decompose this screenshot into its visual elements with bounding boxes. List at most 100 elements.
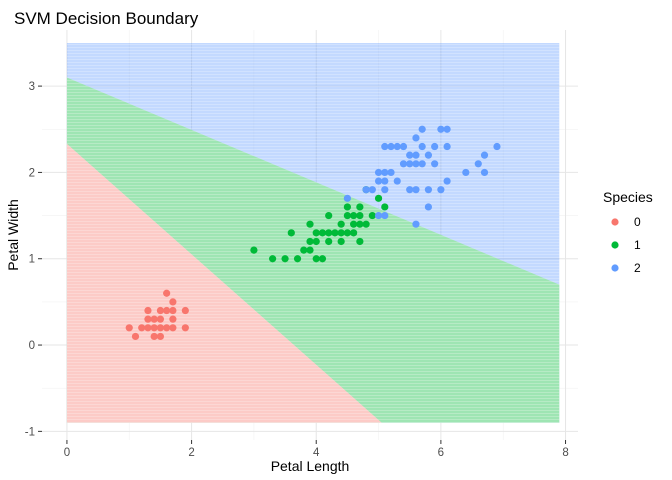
data-point-class-2	[480, 168, 489, 177]
data-point-class-1	[343, 229, 351, 237]
data-point-class-2	[406, 151, 414, 159]
data-point-class-1	[343, 203, 351, 211]
data-point-class-1	[318, 229, 327, 237]
data-point-class-2	[381, 186, 389, 194]
legend-title: Species	[603, 189, 653, 205]
data-point-class-2	[431, 160, 439, 168]
data-point-class-1	[318, 255, 327, 263]
data-point-class-1	[325, 229, 333, 237]
data-point-class-1	[306, 237, 314, 246]
x-axis-ticks: 0 2 4 6 8	[64, 440, 569, 459]
data-point-class-2	[418, 142, 426, 151]
x-tick-label: 0	[64, 447, 70, 459]
y-axis-ticks: -1 0 1 2 3	[25, 81, 42, 438]
data-point-class-2	[387, 168, 395, 177]
data-point-class-1	[281, 255, 289, 263]
data-point-class-2	[412, 220, 420, 228]
x-tick-label: 2	[188, 447, 194, 459]
data-point-class-0	[150, 324, 158, 332]
data-point-class-1	[312, 229, 320, 237]
data-points	[125, 125, 501, 341]
data-point-class-2	[393, 142, 401, 151]
legend-key-1	[611, 241, 619, 249]
region-class-0-base	[66, 143, 382, 423]
data-point-class-2	[399, 160, 408, 168]
data-point-class-0	[156, 332, 165, 341]
data-point-class-1	[350, 220, 358, 228]
data-point-class-2	[406, 160, 414, 168]
data-point-class-2	[418, 125, 426, 133]
chart-title: SVM Decision Boundary	[14, 9, 199, 28]
data-point-class-1	[381, 203, 389, 211]
data-point-class-1	[293, 255, 302, 263]
data-point-class-2	[381, 168, 389, 177]
data-point-class-1	[300, 246, 308, 254]
data-point-class-1	[343, 211, 351, 220]
data-point-class-1	[337, 229, 345, 237]
data-point-class-0	[150, 315, 158, 323]
data-point-class-1	[312, 237, 320, 246]
data-point-class-2	[431, 142, 439, 151]
data-point-class-1	[312, 255, 320, 263]
data-point-class-2	[406, 186, 414, 194]
data-point-class-0	[163, 306, 171, 315]
data-point-class-0	[144, 324, 152, 332]
x-axis-label: Petal Length	[271, 458, 350, 474]
data-point-class-2	[343, 194, 351, 202]
data-point-class-1	[325, 211, 333, 220]
data-point-class-2	[437, 125, 445, 133]
data-point-class-2	[443, 142, 451, 151]
data-point-class-0	[131, 332, 140, 341]
data-point-class-2	[374, 168, 383, 177]
data-point-class-2	[387, 142, 395, 151]
data-point-class-0	[144, 306, 152, 315]
data-point-class-0	[125, 324, 133, 332]
data-point-class-1	[350, 211, 358, 220]
data-point-class-1	[362, 220, 370, 228]
data-point-class-1	[287, 229, 295, 237]
y-tick-label: 1	[29, 254, 35, 266]
data-point-class-2	[474, 160, 482, 168]
legend-items: 0 1 2	[611, 215, 641, 275]
data-point-class-1	[356, 203, 364, 211]
legend-key-0	[611, 218, 619, 226]
data-point-class-2	[480, 151, 489, 159]
data-point-class-2	[381, 177, 389, 185]
data-point-class-0	[156, 306, 165, 315]
data-point-class-1	[306, 220, 314, 228]
data-point-class-2	[381, 142, 389, 151]
y-tick-label: 0	[29, 340, 35, 352]
data-point-class-2	[493, 142, 501, 151]
data-point-class-0	[169, 306, 177, 315]
y-axis-label: Petal Width	[5, 199, 21, 271]
data-point-class-0	[163, 324, 171, 332]
legend-key-2	[611, 264, 619, 272]
data-point-class-0	[163, 289, 171, 297]
data-point-class-2	[399, 142, 408, 151]
legend-label-1: 1	[634, 238, 641, 252]
data-point-class-1	[356, 211, 364, 220]
data-point-class-2	[412, 160, 420, 168]
data-point-class-0	[138, 324, 146, 332]
region-class-0	[66, 143, 382, 423]
data-point-class-1	[337, 220, 345, 228]
data-point-class-2	[443, 125, 451, 133]
y-tick-label: -1	[25, 426, 35, 438]
data-point-class-1	[306, 246, 314, 254]
data-point-class-0	[181, 324, 189, 332]
data-point-class-0	[150, 332, 158, 341]
x-tick-label: 6	[438, 447, 444, 459]
data-point-class-0	[144, 315, 152, 323]
data-point-class-2	[362, 186, 370, 194]
data-point-class-2	[443, 177, 451, 185]
data-point-class-2	[424, 186, 433, 194]
data-point-class-1	[350, 229, 358, 237]
y-tick-label: 3	[29, 81, 35, 93]
data-point-class-1	[356, 237, 364, 246]
data-point-class-2	[412, 186, 420, 194]
data-point-class-1	[368, 211, 376, 220]
data-point-class-1	[269, 255, 277, 263]
data-point-class-2	[412, 134, 420, 142]
data-point-class-1	[337, 237, 345, 246]
